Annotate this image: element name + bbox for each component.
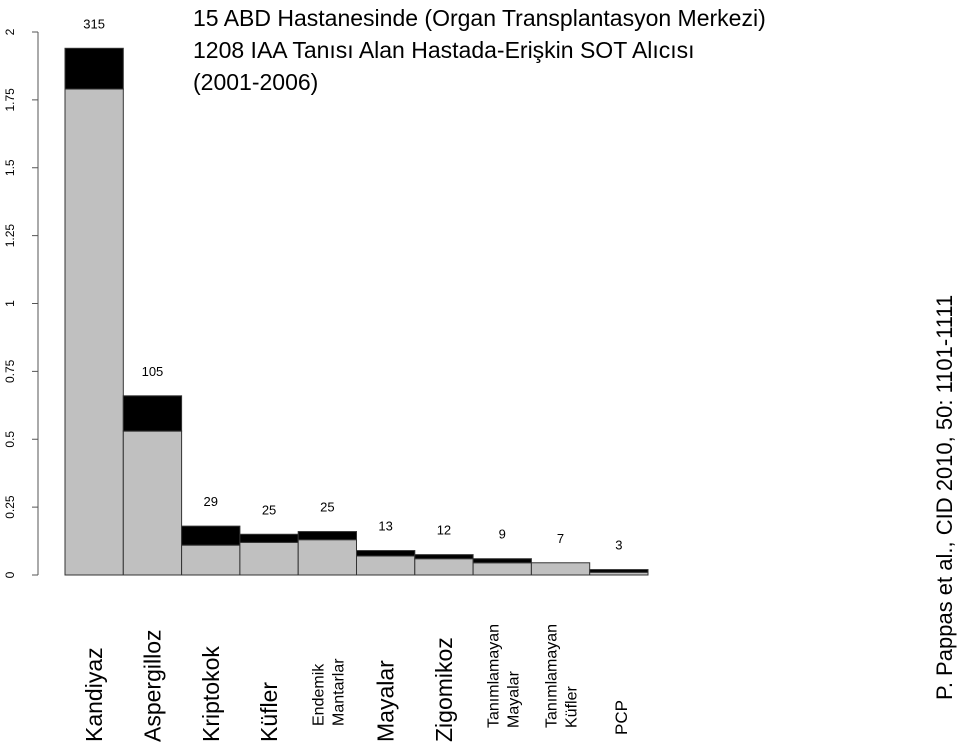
bar-segment <box>239 541 299 576</box>
chart-title: 15 ABD Hastanesinde (Organ Transplantasy… <box>193 5 766 31</box>
count-label: 29 <box>204 494 218 509</box>
x-tick-label: Mayalar <box>505 670 522 728</box>
y-tick-label: 0 <box>3 571 17 578</box>
count-label: 9 <box>499 527 506 542</box>
bar-segment <box>530 562 591 576</box>
x-tick-label: Zigomikoz <box>431 637 457 742</box>
x-tick-label: Kandiyaz <box>81 647 107 742</box>
bar-segment <box>297 531 358 541</box>
x-tick-label: Mantarlar <box>330 658 347 726</box>
source: P. Pappas et al., CID 2010, 50: 1101-111… <box>932 295 957 700</box>
bar-segment <box>64 88 124 576</box>
x-tick-label: Endemik <box>310 663 327 726</box>
y-tick-label: 0.5 <box>3 431 17 448</box>
bar-segment <box>589 569 649 573</box>
count-label: 3 <box>615 538 622 553</box>
count-label: 25 <box>320 500 334 515</box>
count-label: 25 <box>262 502 276 517</box>
chart-title: (2001-2006) <box>193 69 318 95</box>
count-label: 13 <box>378 519 392 534</box>
chart-title: 1208 IAA Tanısı Alan Hastada-Erişkin SOT… <box>193 37 695 63</box>
count-label: 315 <box>83 16 105 31</box>
bar-segment <box>472 562 532 576</box>
x-tick-label: Aspergilloz <box>139 630 165 743</box>
x-tick-label: Tanımlamayan <box>544 624 561 728</box>
x-tick-label: PCP <box>612 700 631 735</box>
bar-segment <box>181 525 241 546</box>
bar-segment <box>64 47 124 90</box>
bar-segment <box>297 539 358 576</box>
bar-segment <box>122 395 183 432</box>
y-tick-label: 1.75 <box>3 88 17 112</box>
bar-segment <box>239 533 299 543</box>
bar-segment <box>356 550 416 557</box>
x-tick-label: Tanımlamayan <box>485 624 502 728</box>
y-tick-label: 0.25 <box>3 495 17 519</box>
y-tick-label: 1 <box>3 300 17 307</box>
y-tick-label: 2 <box>3 28 17 35</box>
bar-segment <box>122 430 183 576</box>
bar-segment <box>181 544 241 576</box>
y-tick-label: 1.25 <box>3 224 17 248</box>
bar-segment <box>472 558 532 564</box>
y-tick-label: 0.75 <box>3 359 17 383</box>
x-tick-label: Küfler <box>256 682 282 742</box>
y-tick-label: 1.5 <box>3 159 17 176</box>
x-tick-label: Küfler <box>564 686 581 728</box>
count-label: 105 <box>142 364 164 379</box>
bar-segment <box>414 558 474 576</box>
x-tick-label: Kriptokok <box>198 646 224 742</box>
bar-segment <box>356 555 416 576</box>
x-tick-label: Mayalar <box>373 660 399 742</box>
bar-segment <box>414 554 474 560</box>
count-label: 12 <box>437 523 451 538</box>
count-label: 7 <box>557 531 564 546</box>
